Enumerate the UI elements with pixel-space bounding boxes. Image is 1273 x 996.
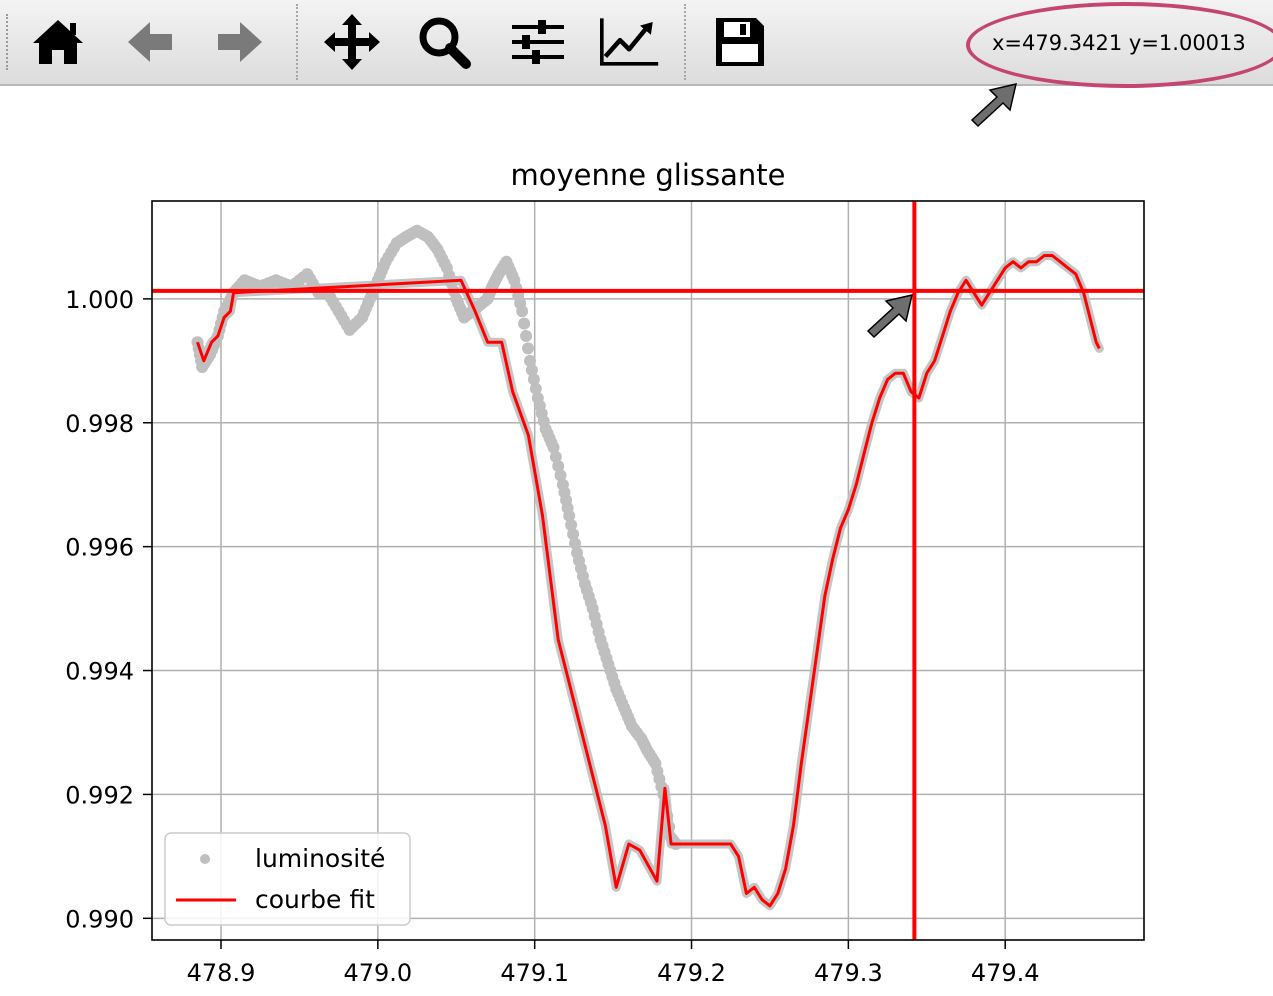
cursor-arrow-toolbar — [970, 82, 1018, 128]
toolbar-grip[interactable] — [6, 14, 10, 70]
back-button[interactable] — [120, 12, 180, 72]
magnifier-icon — [419, 17, 471, 69]
luminosite-point — [565, 518, 578, 531]
home-icon — [33, 20, 83, 64]
pan-button[interactable] — [322, 12, 382, 72]
plot-frame — [151, 200, 1145, 941]
line-chart-icon — [600, 18, 659, 66]
luminosite-point — [523, 354, 536, 367]
luminosite-point — [554, 469, 567, 482]
legend: luminosité courbe fit — [164, 832, 411, 926]
sliders-icon — [512, 20, 564, 64]
x-tick-label: 479.3 — [814, 959, 883, 987]
x-tick-label: 479.4 — [971, 959, 1040, 987]
luminosite-point — [522, 342, 535, 355]
floppy-disk-icon — [716, 18, 764, 66]
luminosite-point — [529, 382, 542, 395]
luminosite-point — [547, 441, 560, 454]
x-tick-label: 479.0 — [343, 959, 412, 987]
home-button[interactable] — [28, 12, 88, 72]
luminosite-point — [549, 450, 562, 463]
legend-label-courbe-fit: courbe fit — [255, 885, 375, 914]
fit-line — [196, 254, 1101, 908]
x-tick-label: 478.9 — [187, 959, 256, 987]
luminosite-point — [563, 509, 576, 522]
y-axis: 0.990 0.992 0.994 0.996 0.998 1.000 — [65, 286, 152, 933]
edit-axes-button[interactable] — [600, 12, 660, 72]
reference-lines — [152, 201, 1144, 940]
toolbar-separator — [684, 4, 686, 80]
chart-title: moyenne glissante — [511, 158, 786, 192]
luminosite-point — [516, 305, 529, 318]
y-tick-label: 0.994 — [65, 658, 134, 686]
y-tick-label: 0.992 — [65, 781, 134, 809]
y-tick-label: 1.000 — [65, 286, 134, 314]
toolbar-separator — [296, 4, 298, 80]
cursor-arrow-plot — [866, 293, 914, 339]
fit-line-halo — [193, 251, 1104, 911]
luminosite-point — [518, 317, 531, 330]
scatter-series — [191, 224, 682, 850]
save-button[interactable] — [710, 12, 770, 72]
legend-marker-luminosite — [200, 854, 210, 864]
move-icon — [324, 14, 380, 70]
forward-button[interactable] — [210, 12, 270, 72]
luminosite-point — [527, 373, 540, 386]
luminosite-point — [525, 364, 538, 377]
x-tick-label: 479.2 — [657, 959, 726, 987]
legend-box — [164, 832, 411, 926]
legend-label-luminosite: luminosité — [255, 844, 385, 873]
y-tick-label: 0.996 — [65, 534, 134, 562]
coordinates-highlight-ellipse — [966, 2, 1273, 88]
x-axis: 478.9 479.0 479.1 479.2 479.3 479.4 — [187, 940, 1040, 987]
luminosite-point — [552, 460, 565, 473]
luminosite-point — [567, 528, 580, 541]
y-tick-label: 0.998 — [65, 410, 134, 438]
configure-subplots-button[interactable] — [508, 12, 568, 72]
zoom-button[interactable] — [414, 12, 474, 72]
arrow-left-icon — [128, 22, 172, 62]
arrow-right-icon — [218, 22, 262, 62]
x-tick-label: 479.1 — [500, 959, 569, 987]
y-tick-label: 0.990 — [65, 905, 134, 933]
luminosite-point — [520, 330, 533, 343]
grid — [152, 201, 1144, 940]
fit-series — [193, 251, 1104, 911]
luminosite-point — [569, 537, 582, 550]
